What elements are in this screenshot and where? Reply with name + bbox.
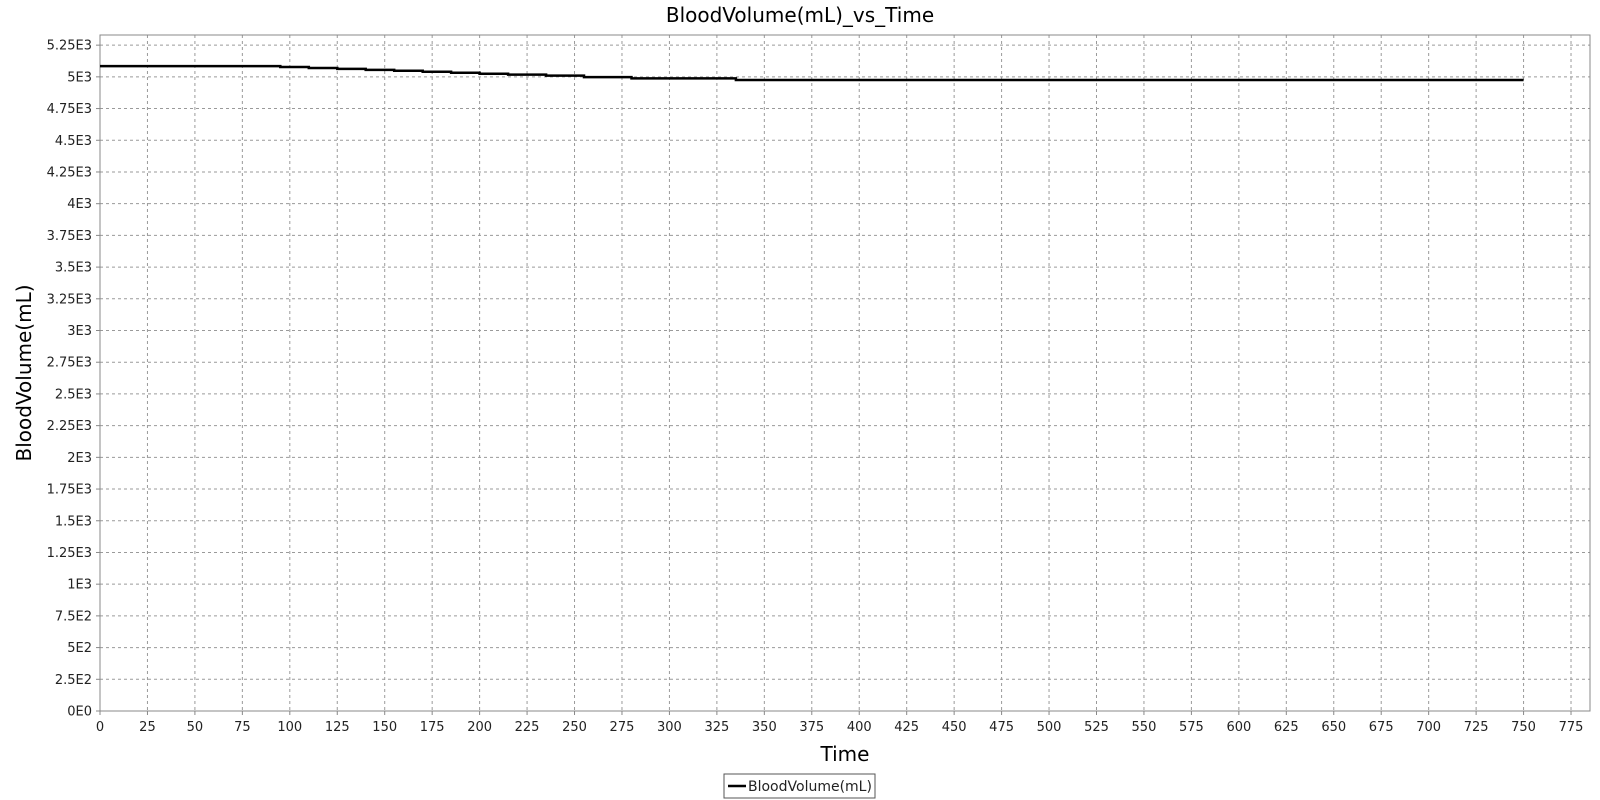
x-tick-label: 750 [1511, 720, 1536, 735]
x-tick-label: 475 [989, 720, 1014, 735]
x-tick-label: 25 [139, 720, 156, 735]
y-tick-label: 4.75E3 [47, 102, 92, 117]
x-tick-label: 75 [234, 720, 251, 735]
x-tick-label: 500 [1037, 720, 1062, 735]
x-tick-label: 400 [847, 720, 872, 735]
y-tick-label: 1.25E3 [47, 546, 92, 561]
x-tick-label: 125 [325, 720, 350, 735]
y-tick-label: 5E3 [67, 70, 92, 85]
x-tick-label: 650 [1321, 720, 1346, 735]
y-tick-label: 1E3 [67, 578, 92, 593]
x-tick-label: 525 [1084, 720, 1109, 735]
x-tick-label: 575 [1179, 720, 1204, 735]
y-tick-label: 4E3 [67, 197, 92, 212]
x-tick-label: 225 [515, 720, 540, 735]
x-tick-label: 600 [1226, 720, 1251, 735]
y-tick-label: 1.5E3 [55, 514, 92, 529]
y-tick-label: 3.75E3 [47, 229, 92, 244]
legend-box [723, 773, 876, 799]
x-tick-label: 0 [96, 720, 104, 735]
plot-area-frame [99, 34, 1591, 712]
x-tick-label: 700 [1416, 720, 1441, 735]
x-tick-label: 550 [1132, 720, 1157, 735]
x-tick-label: 175 [420, 720, 445, 735]
y-tick-label: 3E3 [67, 324, 92, 339]
y-tick-label: 2.5E2 [55, 673, 92, 688]
chart-title: BloodVolume(mL)_vs_Time [666, 3, 934, 27]
y-tick-label: 4.5E3 [55, 134, 92, 149]
x-tick-label: 350 [752, 720, 777, 735]
x-tick-label: 275 [610, 720, 635, 735]
x-axis: 0 25 50 75 100 125 150 175 200 225 250 275 300 325 350… [96, 711, 1584, 735]
x-tick-label: 300 [657, 720, 682, 735]
x-tick-label: 450 [942, 720, 967, 735]
y-tick-label: 5.25E3 [47, 39, 92, 54]
series-line [100, 64, 1524, 82]
y-tick-label: 5E2 [67, 641, 92, 656]
x-tick-label: 425 [894, 720, 919, 735]
y-tick-label: 1.75E3 [47, 483, 92, 498]
x-axis-label: Time [820, 742, 870, 766]
legend-entry: BloodVolume(mL) [748, 779, 872, 795]
x-tick-label: 675 [1369, 720, 1394, 735]
y-tick-label: 2.75E3 [47, 356, 92, 371]
y-tick-label: 2.25E3 [47, 419, 92, 434]
y-axis-label: BloodVolume(mL) [12, 284, 36, 461]
y-tick-label: 2.5E3 [55, 387, 92, 402]
x-tick-label: 200 [467, 720, 492, 735]
y-axis: 0E0 2.5E2 5E2 7.5E2 1E3 1.25E3 1.5E3 1.75E3 2E3 2… [47, 39, 100, 720]
x-tick-label: 100 [277, 720, 302, 735]
x-tick-label: 725 [1464, 720, 1489, 735]
y-tick-label: 7.5E2 [55, 609, 92, 624]
x-tick-label: 50 [187, 720, 204, 735]
y-tick-label: 0E0 [67, 705, 92, 720]
x-tick-label: 150 [372, 720, 397, 735]
x-tick-label: 625 [1274, 720, 1299, 735]
y-tick-label: 4.25E3 [47, 165, 92, 180]
legend: BloodVolume(mL) [723, 773, 876, 799]
y-tick-label: 3.5E3 [55, 261, 92, 276]
series-layer [100, 64, 1524, 82]
y-tick-label: 3.25E3 [47, 292, 92, 307]
x-tick-label: 325 [704, 720, 729, 735]
x-tick-label: 250 [562, 720, 587, 735]
x-tick-label: 775 [1559, 720, 1584, 735]
y-tick-label: 2E3 [67, 451, 92, 466]
x-tick-label: 375 [799, 720, 824, 735]
